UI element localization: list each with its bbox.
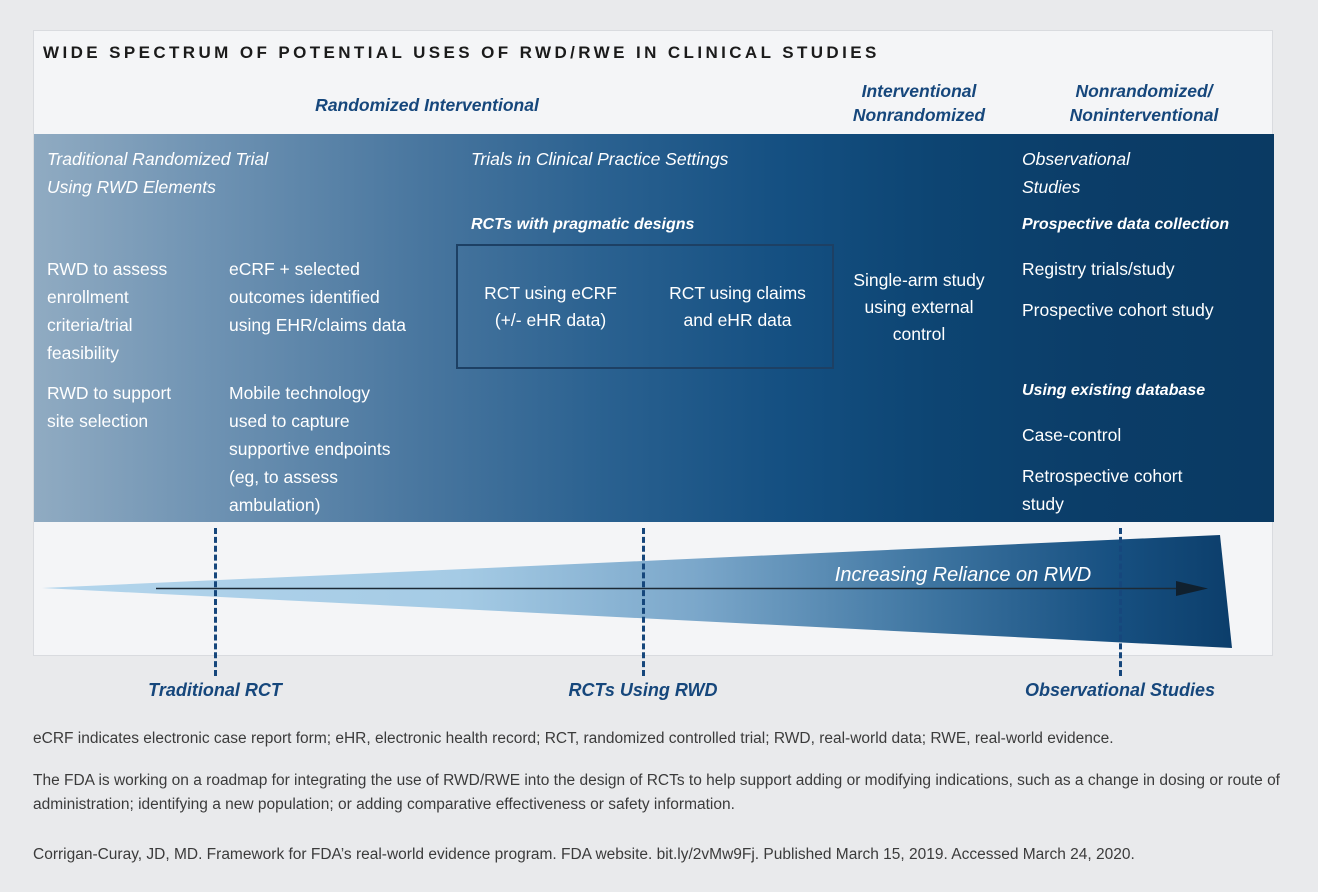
axis-label-traditional-rct: Traditional RCT: [148, 680, 282, 700]
dashed-divider-rcts-using-rwd: [642, 528, 645, 676]
trials-clinical-practice-heading: Trials in Clinical Practice Settings: [471, 149, 729, 169]
figure-card: WIDE SPECTRUM OF POTENTIAL USES OF RWD/R…: [33, 30, 1274, 657]
figure-title: WIDE SPECTRUM OF POTENTIAL USES OF RWD/R…: [43, 43, 880, 62]
reliance-arrow-band: Increasing Reliance on RWD: [34, 522, 1274, 657]
using-existing-database-label: Using existing database: [1022, 382, 1206, 399]
retrospective-cohort-item: Retrospective cohort study: [1022, 466, 1183, 514]
rct-ecrf-item: RCT using eCRF (+/- eHR data): [484, 282, 617, 330]
prospective-cohort-item: Prospective cohort study: [1022, 300, 1214, 320]
rwd-reliance-wedge: [42, 535, 1232, 648]
reliance-arrowhead-icon: [1176, 581, 1208, 596]
fda-roadmap-footnote: The FDA is working on a roadmap for inte…: [33, 772, 1280, 813]
axis-label-observational-studies: Observational Studies: [1024, 680, 1216, 700]
case-control-item: Case-control: [1022, 425, 1122, 445]
single-arm-study-item: Single-arm study using external control: [853, 270, 985, 344]
dashed-divider-traditional-rct: [214, 528, 217, 676]
citation-footnote: Corrigan-Curay, JD, MD. Framework for FD…: [33, 846, 1135, 863]
increasing-reliance-label: Increasing Reliance on RWD: [834, 564, 1092, 586]
pragmatic-designs-box: RCT using eCRF (+/- eHR data) RCT using …: [456, 244, 834, 369]
wedge-shape: [42, 535, 1232, 648]
prospective-data-collection-label: Prospective data collection: [1022, 216, 1230, 233]
column-header-interventional-nonrandomized: Interventional Nonrandomized: [852, 81, 986, 125]
dashed-divider-observational-studies: [1119, 528, 1122, 676]
axis-label-rcts-using-rwd: RCTs Using RWD: [568, 680, 718, 700]
traditional-randomized-trial-heading: Traditional Randomized Trial Using RWD E…: [47, 149, 269, 197]
rwd-enrollment-item: RWD to assess enrollment criteria/trial …: [47, 259, 168, 363]
rct-claims-item: RCT using claims and eHR data: [669, 282, 806, 330]
observational-studies-heading: Observational Studies: [1022, 149, 1130, 197]
column-header-randomized-interventional: Randomized Interventional: [315, 95, 539, 115]
column-header-nonrandomized-noninterventional: Nonrandomized/ Noninterventional: [1069, 81, 1219, 125]
rcts-pragmatic-designs-subheading: RCTs with pragmatic designs: [471, 216, 695, 233]
mobile-technology-item: Mobile technology used to capture suppor…: [229, 383, 391, 515]
rwd-site-selection-item: RWD to support site selection: [47, 383, 172, 431]
abbreviations-footnote: eCRF indicates electronic case report fo…: [33, 730, 1114, 747]
registry-trials-item: Registry trials/study: [1022, 259, 1175, 279]
spectrum-panel: Traditional Randomized Trial Using RWD E…: [34, 134, 1274, 522]
ecrf-outcomes-item: eCRF + selected outcomes identified usin…: [229, 259, 407, 335]
